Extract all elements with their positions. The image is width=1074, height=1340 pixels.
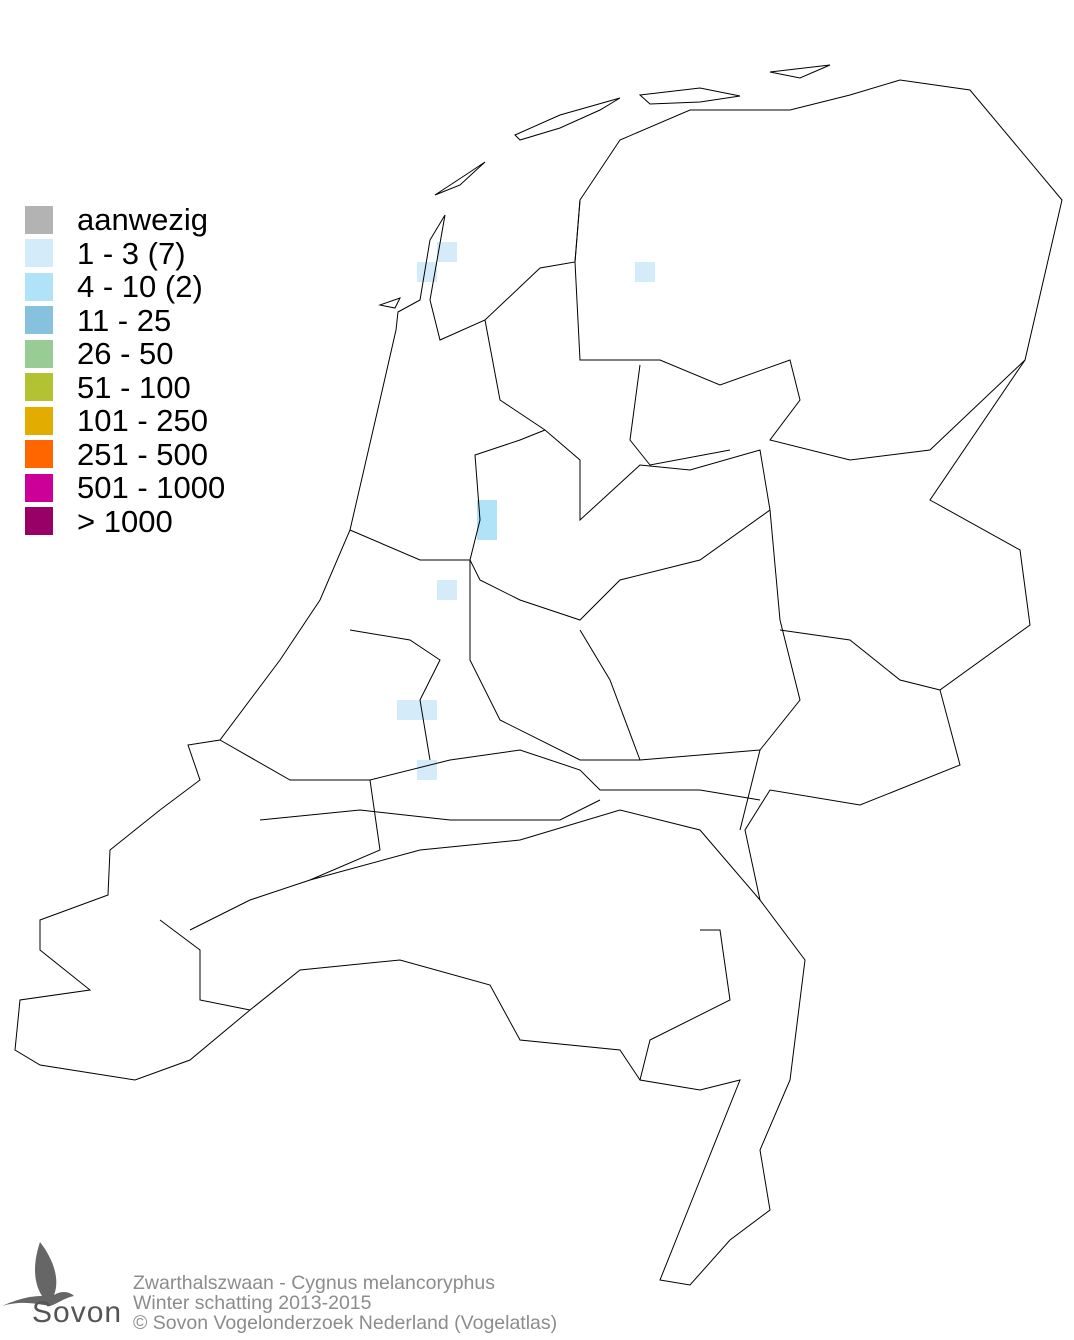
province-border [579,629,641,761]
observation-cell [477,520,497,540]
legend-swatch [25,507,53,536]
country-outline [14,79,1063,1286]
swallow-icon [2,1242,74,1306]
observation-cell [477,500,497,520]
legend-swatch [25,339,53,368]
wadden-island [434,161,486,196]
legend-label: 501 - 1000 [77,470,226,506]
province-border [189,739,381,931]
observation-cell [437,580,457,600]
observation-cells [397,242,655,780]
wadden-island [514,97,621,141]
legend-swatch [25,306,53,335]
province-border [574,199,1026,461]
legend-item: 101 - 250 [25,404,225,438]
legend-label: 4 - 10 (2) [77,269,203,305]
wadden-island [769,64,831,79]
province-border [779,629,941,691]
province-border [739,509,801,831]
legend-item: aanwezig [25,203,225,237]
legend-label: 101 - 250 [77,403,208,439]
wadden-island [638,87,741,105]
legend-label: 51 - 100 [77,369,191,405]
province-border [469,560,761,761]
survey-period: Winter schatting 2013-2015 [133,1292,372,1314]
legend-swatch [25,272,53,301]
copyright: © Sovon Vogelonderzoek Nederland (Vogela… [133,1312,558,1334]
legend: aanwezig 1 - 3 (7) 4 - 10 (2) 11 - 25 26 - 5… [25,203,225,538]
ijsselmeer-shore [469,319,771,621]
legend-swatch [25,205,53,234]
legend-swatch [25,473,53,502]
province-border [629,364,731,466]
observation-cell [417,262,437,282]
legend-swatch [25,239,53,268]
legend-label: 251 - 500 [77,436,208,472]
logo-text: Sovon [32,1296,123,1329]
legend-item: 251 - 500 [25,438,225,472]
wadden-island [378,297,401,309]
legend-label: 11 - 25 [77,302,172,338]
legend-label: aanwezig [77,202,208,238]
river-rijn-waal [369,749,761,801]
species-name: Zwarthalszwaan - Cygnus melancoryphus [133,1272,495,1294]
legend-item: 11 - 25 [25,304,225,338]
river-maas [259,799,601,821]
legend-swatch [25,373,53,402]
legend-item: 26 - 50 [25,337,225,371]
legend-item: > 1000 [25,505,225,539]
observation-cell [437,242,457,262]
province-border [159,919,251,1011]
legend-swatch [25,440,53,469]
legend-label: 1 - 3 (7) [77,235,186,271]
legend-item: 51 - 100 [25,371,225,405]
legend-item: 4 - 10 (2) [25,270,225,304]
legend-item: 501 - 1000 [25,471,225,505]
province-border [349,529,470,561]
observation-cell [635,262,655,282]
legend-label: > 1000 [77,503,173,539]
province-border [349,629,441,761]
map-caption: Zwarthalszwaan - Cygnus melancoryphus Wi… [133,1273,557,1333]
observation-cell [417,760,437,780]
observation-cell [397,700,417,720]
legend-item: 1 - 3 (7) [25,237,225,271]
legend-label: 26 - 50 [77,336,174,372]
province-border [639,929,731,1081]
map-outlines [14,64,1063,1286]
province-border [309,809,761,901]
legend-swatch [25,406,53,435]
